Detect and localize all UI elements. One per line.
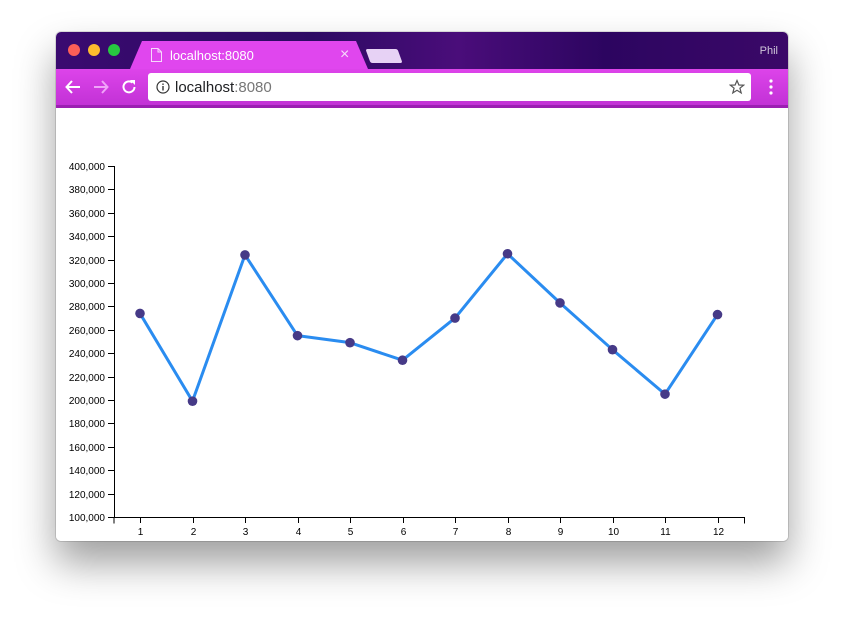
browser-toolbar: localhost:8080 bbox=[56, 69, 788, 108]
data-point bbox=[345, 337, 355, 348]
y-tick-label: 200,000 bbox=[69, 396, 106, 407]
data-point bbox=[712, 309, 723, 320]
x-tick-label: 9 bbox=[558, 527, 564, 538]
forward-icon[interactable] bbox=[92, 78, 110, 96]
data-point bbox=[450, 313, 460, 323]
window-close-button[interactable] bbox=[68, 44, 80, 56]
data-point bbox=[135, 308, 145, 319]
url-port: :8080 bbox=[234, 79, 272, 96]
window-minimize-button[interactable] bbox=[88, 44, 100, 56]
y-tick-label: 400,000 bbox=[69, 162, 106, 173]
info-icon[interactable] bbox=[156, 80, 170, 94]
browser-window: localhost:8080 × Phil localhost:8080 bbox=[56, 32, 788, 541]
data-point bbox=[292, 330, 303, 341]
data-point bbox=[555, 298, 565, 308]
y-tick-label: 280,000 bbox=[69, 302, 106, 313]
x-axis-line bbox=[113, 517, 745, 524]
line-chart: 100,000 120,000 140,000 160,000 180,000 200,0… bbox=[69, 162, 745, 538]
document-icon bbox=[151, 48, 162, 62]
data-point bbox=[240, 250, 250, 260]
address-bar[interactable]: localhost:8080 bbox=[148, 73, 751, 101]
y-tick-label: 320,000 bbox=[69, 256, 106, 267]
y-tick-label: 380,000 bbox=[69, 185, 106, 196]
browser-tab[interactable]: localhost:8080 × bbox=[130, 41, 368, 69]
x-tick-label: 10 bbox=[608, 527, 620, 538]
y-tick-label: 240,000 bbox=[69, 349, 106, 360]
x-tick-label: 1 bbox=[138, 527, 144, 538]
data-point bbox=[187, 396, 198, 406]
y-tick-label: 140,000 bbox=[69, 466, 106, 477]
url-text: localhost:8080 bbox=[175, 79, 272, 96]
y-tick-label: 160,000 bbox=[69, 443, 106, 454]
page-content: 100,000 120,000 140,000 160,000 180,000 200,0… bbox=[56, 108, 788, 541]
y-tick-label: 260,000 bbox=[69, 326, 106, 337]
data-point bbox=[660, 389, 670, 399]
y-tick-label: 120,000 bbox=[69, 490, 106, 501]
close-icon[interactable]: × bbox=[340, 46, 350, 63]
y-tick-label: 360,000 bbox=[69, 209, 106, 220]
reload-icon[interactable] bbox=[120, 78, 138, 96]
x-tick-label: 8 bbox=[506, 527, 512, 538]
y-tick-label: 300,000 bbox=[69, 279, 106, 290]
x-tick-label: 3 bbox=[243, 527, 249, 538]
window-maximize-button[interactable] bbox=[108, 44, 120, 56]
tab-strip: localhost:8080 × Phil bbox=[56, 32, 788, 69]
y-tick-label: 100,000 bbox=[69, 513, 106, 524]
y-tick-label: 340,000 bbox=[69, 232, 106, 243]
menu-icon[interactable] bbox=[766, 78, 776, 96]
x-tick-label: 2 bbox=[191, 527, 197, 538]
new-tab-button[interactable] bbox=[365, 49, 403, 63]
data-point bbox=[397, 355, 408, 366]
x-tick-label: 5 bbox=[348, 527, 354, 538]
x-tick-label: 6 bbox=[401, 527, 407, 538]
tab-title: localhost:8080 bbox=[170, 48, 254, 63]
x-tick-label: 12 bbox=[713, 527, 725, 538]
x-tick-label: 4 bbox=[296, 527, 302, 538]
data-point bbox=[607, 344, 618, 355]
profile-name[interactable]: Phil bbox=[759, 45, 778, 57]
data-point bbox=[502, 248, 513, 259]
url-host: localhost bbox=[175, 79, 235, 96]
x-tick-label: 7 bbox=[453, 527, 459, 538]
y-tick-label: 220,000 bbox=[69, 373, 106, 384]
series-line bbox=[138, 252, 719, 403]
star-icon[interactable] bbox=[729, 79, 745, 95]
x-tick-label: 11 bbox=[660, 527, 671, 538]
y-tick-label: 180,000 bbox=[69, 419, 106, 430]
back-icon[interactable] bbox=[64, 78, 82, 96]
